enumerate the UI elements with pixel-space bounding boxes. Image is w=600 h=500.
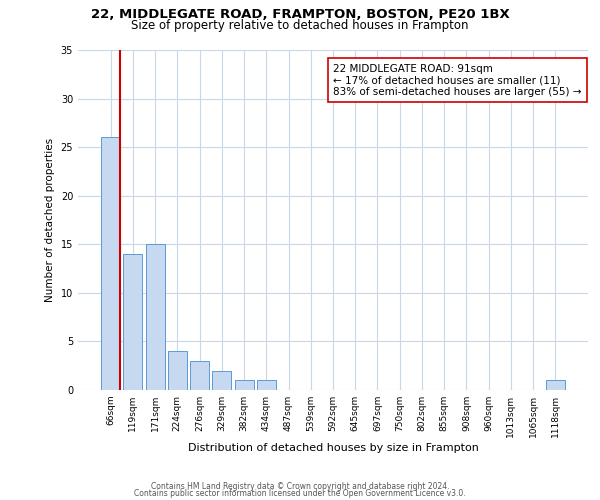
Text: 22 MIDDLEGATE ROAD: 91sqm
← 17% of detached houses are smaller (11)
83% of semi-: 22 MIDDLEGATE ROAD: 91sqm ← 17% of detac…	[333, 64, 581, 97]
Bar	[212, 370, 231, 390]
Bar	[190, 361, 209, 390]
Bar	[546, 380, 565, 390]
Y-axis label: Number of detached properties: Number of detached properties	[45, 138, 55, 302]
Bar	[168, 351, 187, 390]
Text: Contains HM Land Registry data © Crown copyright and database right 2024.: Contains HM Land Registry data © Crown c…	[151, 482, 449, 491]
Bar	[124, 254, 142, 390]
Text: Contains public sector information licensed under the Open Government Licence v3: Contains public sector information licen…	[134, 490, 466, 498]
Text: 22, MIDDLEGATE ROAD, FRAMPTON, BOSTON, PE20 1BX: 22, MIDDLEGATE ROAD, FRAMPTON, BOSTON, P…	[91, 8, 509, 20]
Text: Size of property relative to detached houses in Frampton: Size of property relative to detached ho…	[131, 18, 469, 32]
Bar	[235, 380, 254, 390]
Bar	[146, 244, 164, 390]
Bar	[101, 138, 120, 390]
Bar	[257, 380, 276, 390]
X-axis label: Distribution of detached houses by size in Frampton: Distribution of detached houses by size …	[188, 442, 478, 452]
